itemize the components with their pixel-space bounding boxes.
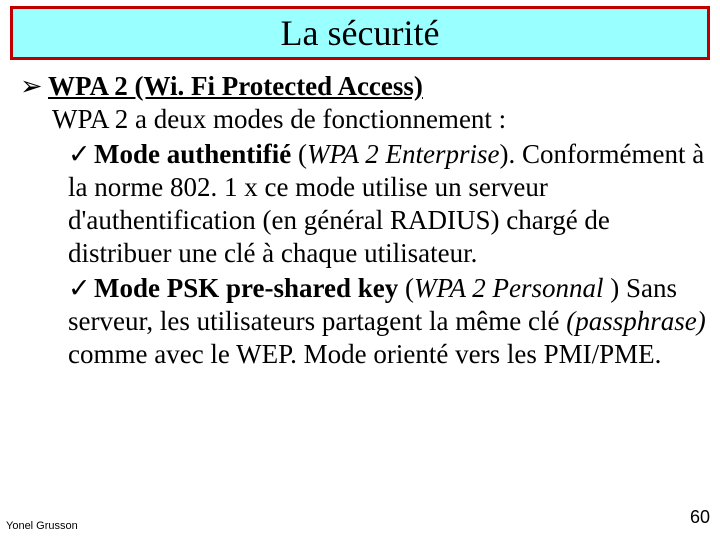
item2-paren-italic: WPA 2 Personnal — [414, 273, 610, 303]
mode-authentifie-item: ✓Mode authentifié (WPA 2 Enterprise). Co… — [68, 138, 710, 270]
footer-author: Yonel Grusson — [6, 520, 78, 532]
check-icon: ✓ — [68, 138, 94, 171]
item2-lead: Mode PSK pre-shared key — [94, 273, 398, 303]
slide-title-box: La sécurité — [10, 6, 710, 60]
item1-lead: Mode authentifié — [94, 139, 291, 169]
main-heading: WPA 2 (Wi. Fi Protected Access) — [48, 71, 423, 101]
subheading-text: WPA 2 a deux modes de fonctionnement : — [52, 104, 506, 134]
mode-psk-item: ✓Mode PSK pre-shared key (WPA 2 Personna… — [68, 272, 710, 371]
item1-paren-italic: WPA 2 Enterprise — [307, 139, 500, 169]
check-icon: ✓ — [68, 272, 94, 305]
page-number: 60 — [690, 507, 710, 528]
item2-paren-close: ) — [610, 273, 626, 303]
item2-paren-open: ( — [398, 273, 414, 303]
subheading-line: WPA 2 a deux modes de fonctionnement : — [52, 103, 710, 136]
item2-line2b: (passphrase) — [566, 306, 706, 336]
chevron-icon: ➢ — [20, 70, 48, 103]
item2-line2c: comme avec le WEP. Mode orienté vers les… — [68, 339, 661, 369]
slide-body: ➢WPA 2 (Wi. Fi Protected Access) WPA 2 a… — [20, 70, 710, 370]
item1-paren-close: ). — [499, 139, 522, 169]
slide-title: La sécurité — [281, 12, 440, 54]
heading-line: ➢WPA 2 (Wi. Fi Protected Access) — [20, 70, 710, 103]
item1-paren-open: ( — [291, 139, 307, 169]
